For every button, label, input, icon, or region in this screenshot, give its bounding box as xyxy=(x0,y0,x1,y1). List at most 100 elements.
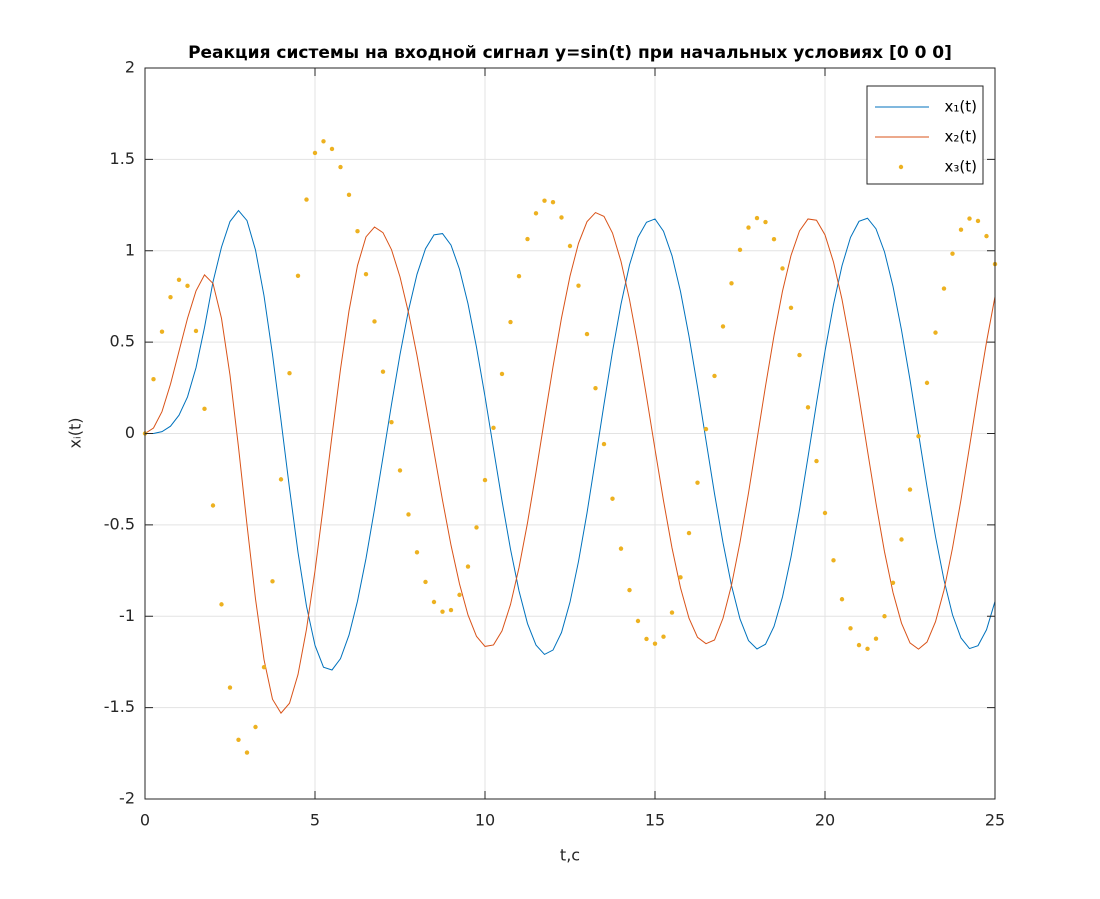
y-tick-label: 0.5 xyxy=(110,332,135,351)
data-point xyxy=(406,512,411,517)
data-point xyxy=(312,150,318,156)
data-point xyxy=(746,225,751,230)
data-point xyxy=(559,215,564,220)
legend: x₁(t) x₂(t) x₃(t) xyxy=(866,85,984,185)
data-point xyxy=(304,197,309,202)
data-point xyxy=(780,266,785,271)
data-point xyxy=(389,419,394,425)
data-point xyxy=(338,164,343,170)
data-point xyxy=(856,642,862,648)
data-point xyxy=(601,441,607,447)
data-point xyxy=(958,227,964,232)
data-point xyxy=(321,139,326,144)
data-point xyxy=(227,685,233,690)
data-point xyxy=(720,324,726,329)
data-point xyxy=(355,228,360,234)
data-point xyxy=(618,546,624,551)
data-point xyxy=(950,251,955,256)
data-point xyxy=(431,599,437,605)
data-point xyxy=(771,237,777,242)
data-point xyxy=(440,609,445,614)
data-point xyxy=(244,750,250,755)
data-point xyxy=(448,607,454,613)
series-line xyxy=(144,211,996,714)
data-point xyxy=(627,587,632,593)
data-point xyxy=(839,597,845,602)
data-point xyxy=(295,273,301,278)
data-point xyxy=(924,380,930,386)
y-tick-label: 2 xyxy=(125,58,135,77)
y-tick-label: -2 xyxy=(119,789,135,808)
data-point xyxy=(703,426,709,432)
data-point xyxy=(865,646,870,651)
data-point xyxy=(984,233,989,239)
data-point xyxy=(508,319,513,325)
data-point xyxy=(202,406,207,412)
y-tick-label: 1.5 xyxy=(110,149,135,168)
data-point xyxy=(346,192,352,198)
data-point xyxy=(873,636,879,641)
data-point xyxy=(457,592,462,598)
data-point xyxy=(567,243,573,249)
data-point xyxy=(584,331,590,337)
data-point xyxy=(185,283,190,289)
data-point xyxy=(941,286,947,291)
data-point xyxy=(474,525,479,530)
data-point xyxy=(151,377,156,382)
data-point xyxy=(933,330,938,335)
data-point xyxy=(737,247,743,253)
x-tick-label: 25 xyxy=(985,811,1005,830)
legend-label: x₃(t) xyxy=(945,158,977,176)
legend-label: x₁(t) xyxy=(945,98,977,116)
data-point xyxy=(516,273,522,279)
data-point xyxy=(261,665,267,670)
data-point xyxy=(593,385,598,391)
data-point xyxy=(754,215,760,221)
data-point xyxy=(253,724,258,730)
data-point xyxy=(414,550,420,555)
data-point xyxy=(916,434,921,439)
y-axis-label: xᵢ(t) xyxy=(66,417,85,448)
data-point xyxy=(975,218,981,224)
x-tick-label: 0 xyxy=(140,811,150,830)
data-point xyxy=(278,477,284,482)
data-point xyxy=(193,328,199,334)
data-point xyxy=(533,211,539,216)
data-point xyxy=(270,579,275,584)
data-point xyxy=(669,610,675,615)
x-axis-label: t,c xyxy=(560,846,580,865)
data-point xyxy=(397,468,403,473)
data-point xyxy=(423,579,428,585)
data-point xyxy=(814,458,819,464)
marks xyxy=(142,139,998,755)
data-point xyxy=(907,487,913,492)
data-point xyxy=(652,641,658,646)
data-point xyxy=(363,271,369,277)
data-point xyxy=(967,216,972,221)
data-point xyxy=(482,477,488,483)
data-point xyxy=(372,319,377,324)
data-point xyxy=(729,281,734,286)
x-tick-label: 5 xyxy=(310,811,320,830)
data-point xyxy=(550,199,556,205)
x-tick-label: 10 xyxy=(475,811,495,830)
data-point xyxy=(219,602,224,607)
legend-symbol xyxy=(898,164,904,170)
data-point xyxy=(695,480,700,485)
data-point xyxy=(661,634,666,639)
data-point xyxy=(831,558,836,563)
data-point xyxy=(797,352,802,358)
chart-title: Реакция системы на входной сигнал y=sin(… xyxy=(188,43,952,63)
ticks: 0 5 10 15 20 25 -2 -1.5 -1 -0.5 0 0.5 1 1.5 2 xyxy=(104,58,1005,830)
series-line xyxy=(145,209,996,671)
x-tick-label: 20 xyxy=(815,811,835,830)
y-tick-label: 1 xyxy=(125,240,135,259)
legend-label: x₂(t) xyxy=(945,128,977,146)
data-point xyxy=(168,294,173,300)
data-point xyxy=(610,496,615,501)
legend-box xyxy=(866,85,984,185)
data-point xyxy=(882,614,887,619)
data-point xyxy=(644,636,649,642)
data-point xyxy=(576,283,581,288)
